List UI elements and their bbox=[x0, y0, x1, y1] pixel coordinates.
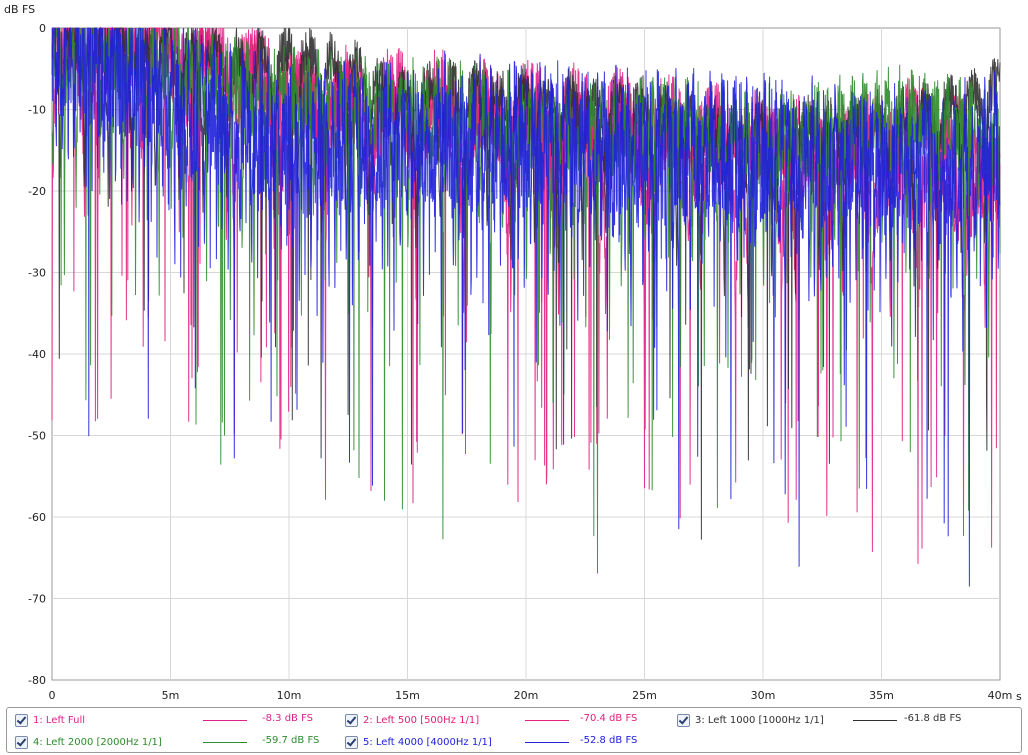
x-tick-label: 40m bbox=[988, 689, 1013, 702]
x-tick-label: 0 bbox=[49, 689, 56, 702]
y-tick-label: -10 bbox=[28, 104, 46, 117]
y-tick-label: -60 bbox=[28, 511, 46, 524]
y-tick-labels: 0 -10 -20 -30 -40 -50 -60 -70 -80 bbox=[28, 22, 46, 687]
y-tick-label: -50 bbox=[28, 430, 46, 443]
y-tick-label: -40 bbox=[28, 348, 46, 361]
series-layer bbox=[51, 26, 1001, 587]
legend-item-series-3[interactable]: 3: Left 1000 [1000Hz 1/1] bbox=[677, 711, 824, 729]
x-tick-label: 25m bbox=[632, 689, 657, 702]
legend-item-series-4[interactable]: 4: Left 2000 [2000Hz 1/1] bbox=[15, 733, 162, 751]
series-3-checkbox[interactable] bbox=[677, 713, 690, 727]
y-tick-label: -30 bbox=[28, 267, 46, 280]
legend-item-series-2[interactable]: 2: Left 500 [500Hz 1/1] bbox=[345, 711, 479, 729]
y-tick-label: -20 bbox=[28, 185, 46, 198]
legend: 1: Left Full -8.3 dB FS 2: Left 500 [500… bbox=[6, 707, 1022, 753]
y-tick-label: -80 bbox=[28, 674, 46, 687]
series-5-name: 5: Left 4000 [4000Hz 1/1] bbox=[363, 736, 492, 748]
series-2-name: 2: Left 500 [500Hz 1/1] bbox=[363, 714, 480, 726]
x-tick-labels: 0 5m 10m 15m 20m 25m 30m 35m 40m bbox=[49, 689, 1013, 702]
series-4-checkbox[interactable] bbox=[15, 735, 28, 749]
series-line-5 bbox=[51, 27, 1001, 587]
series-5-checkbox[interactable] bbox=[345, 735, 358, 749]
series-3-legend-line bbox=[853, 720, 897, 721]
legend-item-series-5[interactable]: 5: Left 4000 [4000Hz 1/1] bbox=[345, 733, 492, 751]
x-tick-label: 15m bbox=[395, 689, 420, 702]
series-2-value: -70.4 dB FS bbox=[580, 713, 638, 724]
x-axis-unit-label: s bbox=[1016, 690, 1022, 703]
series-2-checkbox[interactable] bbox=[345, 713, 358, 727]
series-3-name: 3: Left 1000 [1000Hz 1/1] bbox=[695, 714, 824, 726]
series-1-name: 1: Left Full bbox=[33, 714, 86, 726]
series-5-legend-line bbox=[525, 742, 569, 743]
series-1-checkbox[interactable] bbox=[15, 713, 28, 727]
legend-item-series-1[interactable]: 1: Left Full bbox=[15, 711, 85, 729]
series-5-value: -52.8 dB FS bbox=[580, 735, 638, 746]
impulse-response-chart: dB FS s 0 -10 -20 -30 -40 -50 -60 -70 -80 0 5m 10m… bbox=[4, 3, 1022, 703]
series-3-value: -61.8 dB FS bbox=[904, 713, 962, 724]
x-tick-label: 20m bbox=[514, 689, 539, 702]
series-2-legend-line bbox=[525, 720, 569, 721]
x-tick-label: 35m bbox=[869, 689, 894, 702]
y-axis-unit-label: dB FS bbox=[4, 3, 35, 16]
series-4-legend-line bbox=[203, 742, 247, 743]
series-4-name: 4: Left 2000 [2000Hz 1/1] bbox=[33, 736, 162, 748]
series-1-legend-line bbox=[203, 720, 247, 721]
y-tick-label: 0 bbox=[39, 22, 46, 35]
x-tick-label: 10m bbox=[277, 689, 302, 702]
x-tick-label: 5m bbox=[162, 689, 180, 702]
series-4-value: -59.7 dB FS bbox=[262, 735, 320, 746]
series-1-value: -8.3 dB FS bbox=[262, 713, 314, 724]
x-tick-label: 30m bbox=[751, 689, 776, 702]
y-tick-label: -70 bbox=[28, 593, 46, 606]
